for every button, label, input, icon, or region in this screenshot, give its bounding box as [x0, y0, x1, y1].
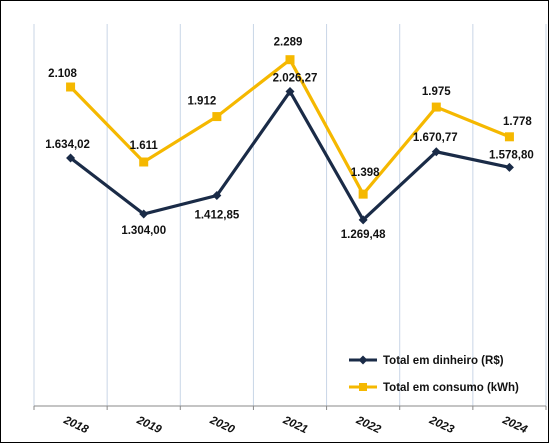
data-point-consumo — [431, 102, 441, 112]
data-label-consumo: 2.108 — [48, 68, 77, 80]
data-point-dinheiro — [139, 209, 149, 219]
data-point-dinheiro — [431, 147, 441, 157]
data-point-dinheiro — [212, 191, 222, 201]
data-point-consumo — [285, 55, 295, 65]
x-tick-label: 2018 — [61, 414, 91, 436]
data-label-dinheiro: 1.269,48 — [341, 229, 386, 241]
data-label-dinheiro: 1.578,80 — [489, 149, 534, 161]
data-label-consumo: 1.975 — [422, 86, 451, 98]
legend-label: Total em dinheiro (R$) — [383, 355, 504, 367]
data-point-dinheiro — [285, 86, 295, 96]
x-axis — [33, 405, 547, 410]
legend-swatch-marker — [359, 383, 367, 391]
data-point-consumo — [358, 189, 368, 199]
data-label-dinheiro: 2.026,27 — [273, 72, 318, 84]
data-label-dinheiro: 1.412,85 — [194, 210, 239, 222]
x-tick-label: 2019 — [134, 414, 164, 436]
data-point-dinheiro — [504, 162, 514, 172]
x-tick-label: 2023 — [427, 414, 457, 436]
x-tick-labels: 2018 2019 2020 2021 2022 2023 2024 — [61, 414, 530, 436]
x-tick-label: 2022 — [353, 414, 383, 436]
data-label-consumo: 2.289 — [274, 37, 303, 49]
data-label-consumo: 1.912 — [187, 96, 216, 108]
data-label-dinheiro: 1.304,00 — [121, 225, 166, 237]
legend-label: Total em consumo (kWh) — [383, 382, 519, 394]
legend-swatch-marker — [358, 355, 368, 365]
data-point-consumo — [139, 157, 149, 167]
data-label-dinheiro: 1.670,77 — [413, 132, 458, 144]
data-point-consumo — [504, 132, 514, 142]
x-tick-label: 2021 — [280, 414, 309, 436]
data-point-dinheiro — [66, 153, 76, 163]
data-label-consumo: 1.611 — [130, 140, 159, 152]
data-point-dinheiro — [358, 215, 368, 225]
data-label-consumo: 1.398 — [351, 167, 380, 179]
data-point-consumo — [66, 82, 76, 92]
data-point-consumo — [212, 112, 222, 122]
x-tick-label: 2020 — [207, 414, 237, 436]
data-label-dinheiro: 1.634,02 — [45, 139, 90, 151]
legend: Total em dinheiro (R$) Total em consumo (… — [349, 355, 519, 394]
data-labels: 2.108 1.611 1.912 2.289 1.398 1.975 1.778 1.634… — [45, 37, 534, 241]
x-tick-label: 2024 — [500, 414, 530, 436]
data-label-consumo: 1.778 — [503, 116, 532, 128]
series-markers — [66, 55, 514, 225]
